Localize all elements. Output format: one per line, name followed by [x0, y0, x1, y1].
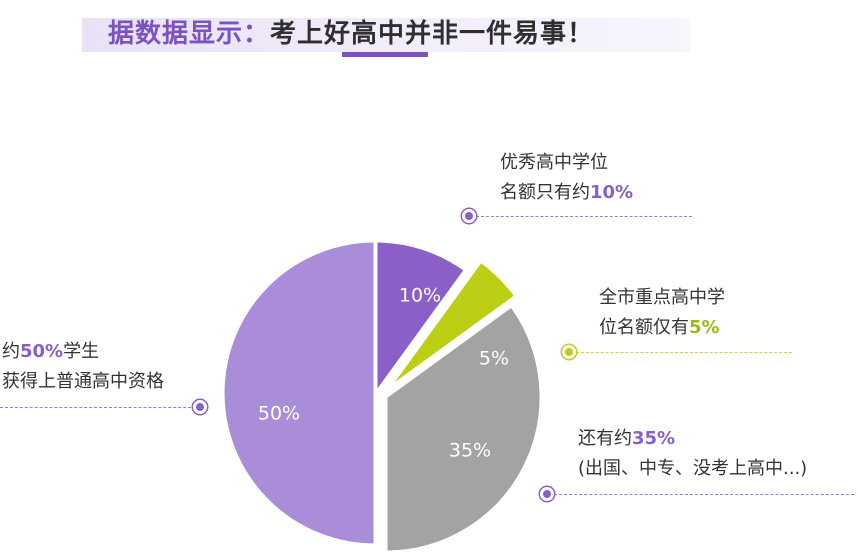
title-main: 考上好高中并非一件易事！ [270, 19, 595, 49]
callout-left-value: 50% [20, 341, 64, 362]
callout-left-line2: 获得上普通高中资格 [2, 371, 164, 392]
callout-bottom: 还有约35% (出国、中专、没考上高中...) [578, 424, 807, 484]
callout-top-value: 10% [590, 182, 634, 203]
pie-slice-label: 50% [258, 403, 300, 425]
callout-left-text: 约 [2, 341, 20, 362]
callout-top-line1: 优秀高中学位 [500, 152, 608, 173]
callout-left-line [0, 407, 196, 408]
title-accent: 据数据显示： [108, 19, 271, 49]
callout-mid: 全市重点高中学 位名额仅有5% [599, 283, 725, 343]
pie-slice-label: 35% [449, 440, 491, 462]
pie-slice-label: 5% [479, 348, 509, 370]
callout-left: 约50%学生 获得上普通高中资格 [2, 337, 164, 397]
callout-bottom-line2: (出国、中专、没考上高中...) [578, 458, 808, 479]
callout-bottom-text: 还有约 [578, 428, 632, 449]
callout-top-line [476, 216, 692, 217]
pie-slice [374, 239, 468, 398]
callout-bottom-line [554, 494, 854, 495]
pie-slice [221, 239, 377, 547]
pie-slice-label: 10% [399, 285, 441, 307]
callout-mid-value: 5% [689, 317, 720, 338]
callout-top-text: 名额只有约 [500, 182, 590, 203]
callout-left-suffix: 学生 [63, 341, 100, 362]
callout-bottom-value: 35% [632, 428, 676, 449]
callout-mid-line1: 全市重点高中学 [599, 287, 725, 308]
pie-slice [384, 303, 543, 554]
title-underline [342, 52, 428, 57]
callout-left-dot [193, 400, 207, 414]
callout-mid-dot [562, 345, 576, 359]
pie-slice [386, 259, 518, 391]
callout-top-dot [462, 209, 476, 223]
callout-mid-line [576, 352, 792, 353]
page-title: 据数据显示：考上好高中并非一件易事！ [108, 14, 594, 54]
callout-bottom-dot [540, 487, 554, 501]
callout-top: 优秀高中学位 名额只有约10% [500, 148, 633, 208]
title-band [82, 18, 690, 52]
callout-mid-text: 位名额仅有 [599, 317, 689, 338]
